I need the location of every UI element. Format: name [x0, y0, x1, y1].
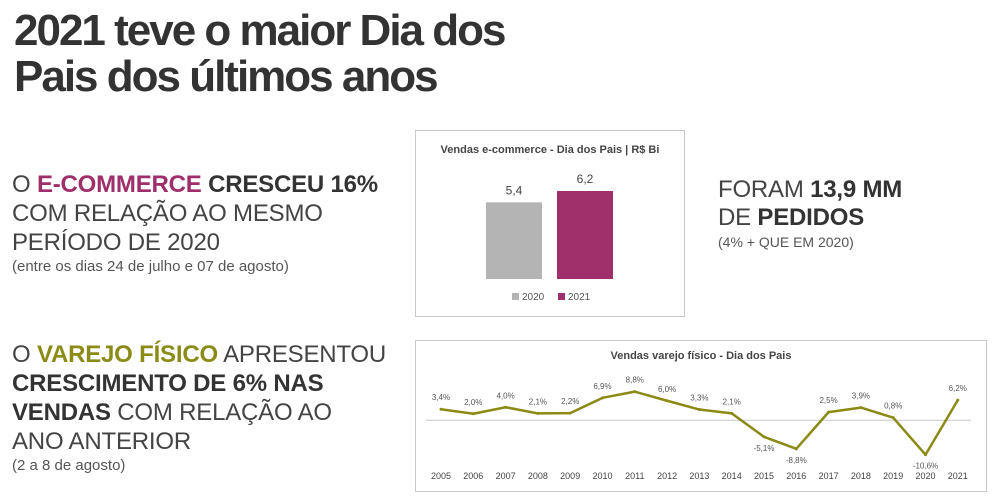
x-tick-2008: 2008 — [528, 471, 548, 481]
data-label-2017: 2,5% — [819, 396, 837, 405]
line-chart-title: Vendas varejo físico - Dia dos Pais — [611, 350, 792, 362]
varejo-highlight: VAREJO FÍSICO — [36, 341, 218, 368]
x-tick-2014: 2014 — [722, 471, 742, 481]
data-label-2020: -10,6% — [913, 462, 938, 471]
data-point-2020 — [924, 453, 927, 457]
data-point-2006 — [471, 412, 475, 416]
data-point-2005 — [439, 407, 443, 411]
x-tick-2019: 2019 — [883, 471, 903, 481]
data-label-2019: 0,8% — [884, 402, 902, 411]
title-line-2: Pais dos últimos anos — [14, 52, 439, 101]
data-label-2018: 3,9% — [852, 392, 870, 401]
varejo-line-chart-svg: Vendas varejo físico - Dia dos Pais 3,4% 2… — [426, 350, 971, 481]
ecommerce-bar-chart: Vendas e-commerce - Dia dos Pais | R$ Bi… — [415, 130, 685, 317]
title-line-1: 2021 teve o maior Dia dos — [14, 6, 506, 55]
ecommerce-growth: CRESCEU 16% — [201, 171, 378, 198]
data-label-2008: 2,1% — [529, 397, 547, 406]
bar-label-2021: 6,2 — [577, 172, 594, 186]
data-point-2021 — [956, 398, 960, 402]
legend-swatch-2021 — [558, 293, 565, 300]
ecommerce-line-2: COM RELAÇÃO AO MESMO — [12, 200, 323, 227]
data-label-2010: 6,9% — [593, 382, 611, 391]
pedidos-line2-prefix: DE — [718, 204, 758, 231]
varejo-text-block: O VAREJO FÍSICO APRESENTOU CRESCIMENTO D… — [12, 340, 407, 476]
bar-2021 — [557, 191, 613, 279]
pedidos-line-2: DE PEDIDOS — [718, 204, 958, 232]
ecommerce-prefix: O — [12, 171, 37, 198]
varejo-growth: CRESCIMENTO DE 6% NAS — [12, 370, 324, 397]
pedidos-line-1: FORAM 13,9 MM — [718, 176, 958, 204]
data-label-2021: 6,2% — [949, 384, 967, 393]
data-point-2016 — [794, 447, 798, 451]
data-point-2018 — [859, 406, 863, 410]
data-label-2015: -5,1% — [754, 444, 775, 453]
data-label-2005: 3,4% — [432, 393, 450, 402]
x-tick-2005: 2005 — [431, 471, 451, 481]
bar-chart-title: Vendas e-commerce - Dia dos Pais | R$ Bi — [441, 144, 660, 156]
bar-label-2020: 5,4 — [506, 183, 523, 197]
legend-swatch-2020 — [512, 293, 519, 300]
pedidos-label: PEDIDOS — [757, 204, 865, 231]
ecommerce-highlight: E-COMMERCE — [36, 171, 202, 198]
legend-label-2020: 2020 — [522, 292, 545, 303]
data-label-2006: 2,0% — [464, 398, 482, 407]
x-tick-2021: 2021 — [948, 471, 968, 481]
varejo-line-3: VENDAS COM RELAÇÃO AO — [12, 398, 407, 427]
x-tick-2012: 2012 — [657, 471, 677, 481]
ecommerce-text-block: O E-COMMERCE CRESCEU 16% COM RELAÇÃO AO … — [12, 170, 402, 277]
legend-label-2021: 2021 — [568, 292, 591, 303]
data-point-2007 — [504, 405, 508, 409]
data-label-2014: 2,1% — [723, 397, 741, 406]
pedidos-count: 13,9 MM — [810, 176, 903, 203]
data-label-2007: 4,0% — [496, 391, 514, 400]
data-point-2010 — [601, 396, 604, 400]
pedidos-note: (4% + QUE EM 2020) — [718, 234, 854, 250]
data-point-2017 — [827, 410, 831, 414]
data-point-2015 — [762, 435, 766, 439]
x-tick-2015: 2015 — [754, 471, 774, 481]
data-label-2009: 2,2% — [561, 397, 579, 406]
varejo-headline: O VAREJO FÍSICO APRESENTOU — [12, 340, 407, 369]
x-tick-2018: 2018 — [851, 471, 871, 481]
data-point-2019 — [891, 416, 895, 420]
data-point-2014 — [730, 411, 734, 415]
data-label-2012: 6,0% — [658, 385, 676, 394]
x-tick-2007: 2007 — [496, 471, 516, 481]
x-tick-2009: 2009 — [560, 471, 580, 481]
x-tick-2011: 2011 — [625, 471, 644, 481]
varejo-tail-1: APRESENTOU — [217, 341, 387, 368]
data-label-2011: 8,8% — [626, 376, 644, 385]
data-point-2013 — [697, 408, 701, 412]
varejo-note: (2 a 8 de agosto) — [12, 457, 126, 474]
page-title: 2021 teve o maior Dia dos Pais dos últim… — [14, 6, 506, 101]
ecommerce-bar-chart-svg: Vendas e-commerce - Dia dos Pais | R$ Bi… — [441, 144, 660, 303]
bar-2020 — [486, 202, 542, 279]
varejo-prefix: O — [12, 341, 37, 368]
ecommerce-note: (entre os dias 24 de julho e 07 de agost… — [12, 258, 289, 275]
varejo-line-chart: Vendas varejo físico - Dia dos Pais 3,4% 2… — [415, 340, 987, 492]
data-label-2016: -8,8% — [786, 456, 807, 465]
ecommerce-line-3: PERÍODO DE 2020 — [12, 229, 220, 256]
ecommerce-headline: O E-COMMERCE CRESCEU 16% — [12, 170, 402, 199]
varejo-bold-3: VENDAS — [12, 399, 111, 426]
varejo-line-4: ANO ANTERIOR — [12, 428, 191, 455]
data-label-2013: 3,3% — [690, 394, 708, 403]
x-tick-2016: 2016 — [786, 471, 806, 481]
x-tick-2020: 2020 — [915, 471, 935, 481]
x-tick-2010: 2010 — [592, 471, 612, 481]
data-point-2008 — [536, 411, 540, 415]
pedidos-block: FORAM 13,9 MM DE PEDIDOS (4% + QUE EM 20… — [718, 176, 958, 252]
pedidos-prefix: FORAM — [718, 176, 811, 203]
data-point-2009 — [568, 411, 572, 415]
data-point-2011 — [633, 390, 637, 394]
x-tick-2013: 2013 — [689, 471, 709, 481]
varejo-tail-3: COM RELAÇÃO AO — [110, 399, 332, 426]
x-tick-2006: 2006 — [463, 471, 483, 481]
x-tick-2017: 2017 — [819, 471, 839, 481]
data-point-2012 — [665, 399, 669, 403]
